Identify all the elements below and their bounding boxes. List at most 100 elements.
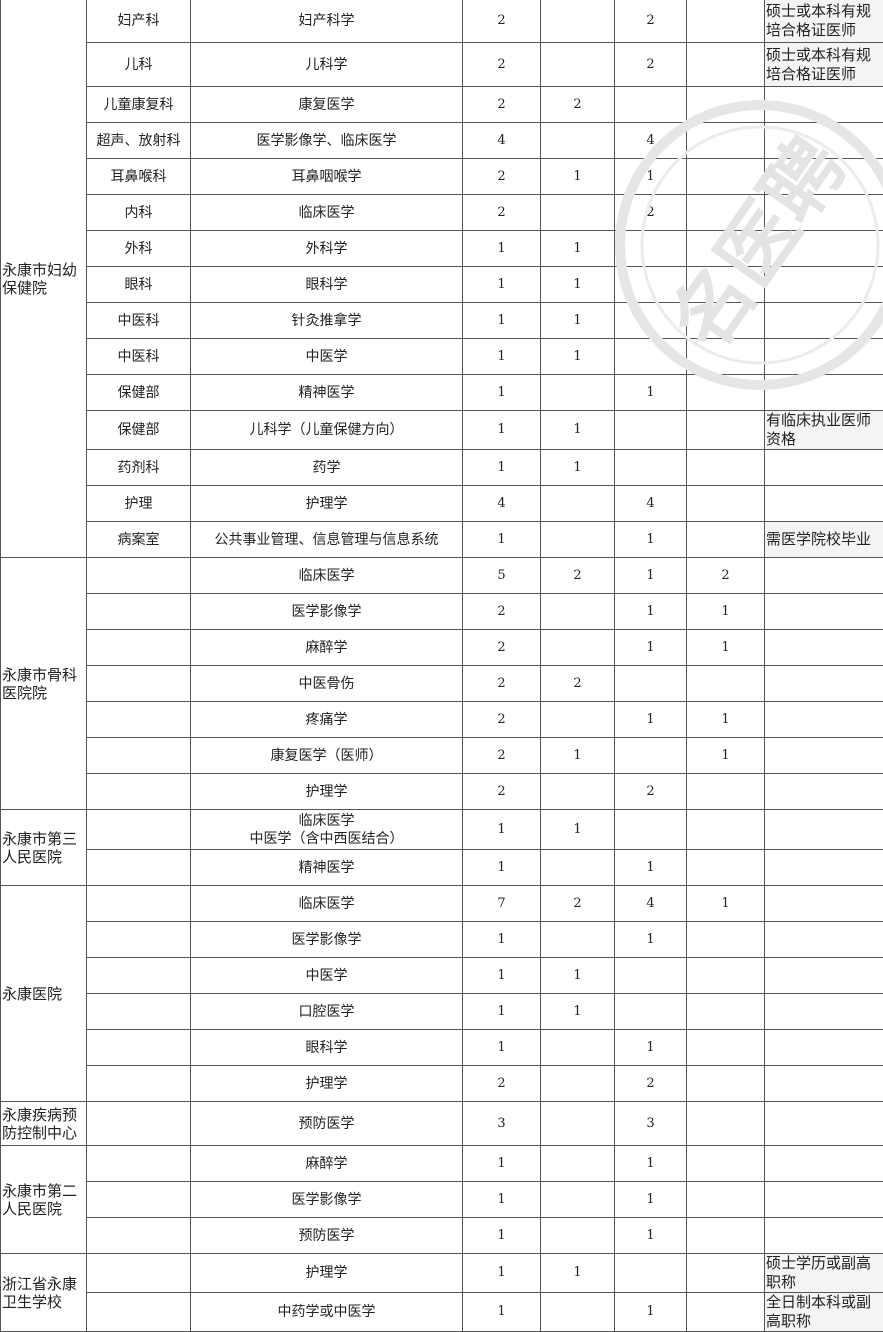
col-b-cell xyxy=(615,339,687,375)
major-cell: 妇产科学 xyxy=(191,0,463,43)
remark-cell: 硕士或本科有规培合格证医师 xyxy=(765,43,883,87)
department-cell xyxy=(87,666,191,702)
total-cell: 1 xyxy=(463,522,541,558)
col-a-cell xyxy=(541,0,615,43)
department-cell: 内科 xyxy=(87,195,191,231)
col-b-cell xyxy=(615,810,687,850)
col-c-cell xyxy=(687,1293,765,1332)
remark-cell xyxy=(765,450,883,486)
col-a-cell: 2 xyxy=(541,886,615,922)
remark-cell xyxy=(765,738,883,774)
remark-cell xyxy=(765,339,883,375)
total-cell: 2 xyxy=(463,738,541,774)
major-cell: 儿科学（儿童保健方向） xyxy=(191,411,463,450)
col-b-cell: 1 xyxy=(615,522,687,558)
major-cell: 医学影像学 xyxy=(191,1182,463,1218)
department-cell: 保健部 xyxy=(87,375,191,411)
department-cell xyxy=(87,1146,191,1182)
department-cell xyxy=(87,994,191,1030)
department-cell xyxy=(87,886,191,922)
total-cell: 3 xyxy=(463,1102,541,1146)
col-b-cell xyxy=(615,666,687,702)
total-cell: 2 xyxy=(463,702,541,738)
total-cell: 1 xyxy=(463,1182,541,1218)
total-cell: 1 xyxy=(463,1030,541,1066)
total-cell: 1 xyxy=(463,267,541,303)
col-c-cell xyxy=(687,1254,765,1293)
major-cell: 口腔医学 xyxy=(191,994,463,1030)
total-cell: 1 xyxy=(463,231,541,267)
department-cell: 病案室 xyxy=(87,522,191,558)
major-cell: 康复医学（医师） xyxy=(191,738,463,774)
department-cell xyxy=(87,702,191,738)
remark-cell xyxy=(765,702,883,738)
major-cell: 护理学 xyxy=(191,1254,463,1293)
col-c-cell xyxy=(687,1066,765,1102)
total-cell: 2 xyxy=(463,159,541,195)
remark-cell xyxy=(765,1146,883,1182)
unit-name-cell: 永康疾病预防控制中心 xyxy=(1,1102,87,1146)
col-a-cell: 1 xyxy=(541,810,615,850)
col-b-cell xyxy=(615,303,687,339)
remark-cell xyxy=(765,666,883,702)
col-a-cell xyxy=(541,1066,615,1102)
unit-name-cell: 永康市第二人民医院 xyxy=(1,1146,87,1254)
col-b-cell xyxy=(615,958,687,994)
col-a-cell xyxy=(541,1218,615,1254)
department-cell xyxy=(87,810,191,850)
col-b-cell xyxy=(615,411,687,450)
col-c-cell xyxy=(687,339,765,375)
major-cell: 耳鼻咽喉学 xyxy=(191,159,463,195)
department-cell xyxy=(87,1030,191,1066)
col-b-cell: 1 xyxy=(615,702,687,738)
col-c-cell xyxy=(687,195,765,231)
department-cell xyxy=(87,774,191,810)
col-c-cell xyxy=(687,1182,765,1218)
remark-cell xyxy=(765,231,883,267)
col-c-cell xyxy=(687,159,765,195)
col-a-cell: 1 xyxy=(541,450,615,486)
col-b-cell: 4 xyxy=(615,886,687,922)
total-cell: 2 xyxy=(463,774,541,810)
total-cell: 1 xyxy=(463,1293,541,1332)
col-b-cell: 4 xyxy=(615,486,687,522)
col-a-cell xyxy=(541,850,615,886)
col-c-cell: 2 xyxy=(687,558,765,594)
col-c-cell xyxy=(687,1102,765,1146)
total-cell: 7 xyxy=(463,886,541,922)
col-a-cell xyxy=(541,486,615,522)
col-c-cell: 1 xyxy=(687,630,765,666)
department-cell: 中医科 xyxy=(87,339,191,375)
total-cell: 2 xyxy=(463,43,541,87)
col-b-cell: 1 xyxy=(615,375,687,411)
col-a-cell xyxy=(541,195,615,231)
remark-cell xyxy=(765,958,883,994)
total-cell: 1 xyxy=(463,450,541,486)
col-b-cell xyxy=(615,994,687,1030)
total-cell: 1 xyxy=(463,922,541,958)
col-a-cell: 2 xyxy=(541,87,615,123)
major-cell: 临床医学 中医学（含中西医结合） xyxy=(191,810,463,850)
col-a-cell xyxy=(541,43,615,87)
col-a-cell: 1 xyxy=(541,339,615,375)
col-a-cell: 1 xyxy=(541,231,615,267)
col-a-cell xyxy=(541,1030,615,1066)
col-a-cell: 1 xyxy=(541,159,615,195)
col-b-cell: 4 xyxy=(615,123,687,159)
col-c-cell xyxy=(687,486,765,522)
major-cell: 公共事业管理、信息管理与信息系统 xyxy=(191,522,463,558)
total-cell: 4 xyxy=(463,486,541,522)
major-cell: 临床医学 xyxy=(191,886,463,922)
